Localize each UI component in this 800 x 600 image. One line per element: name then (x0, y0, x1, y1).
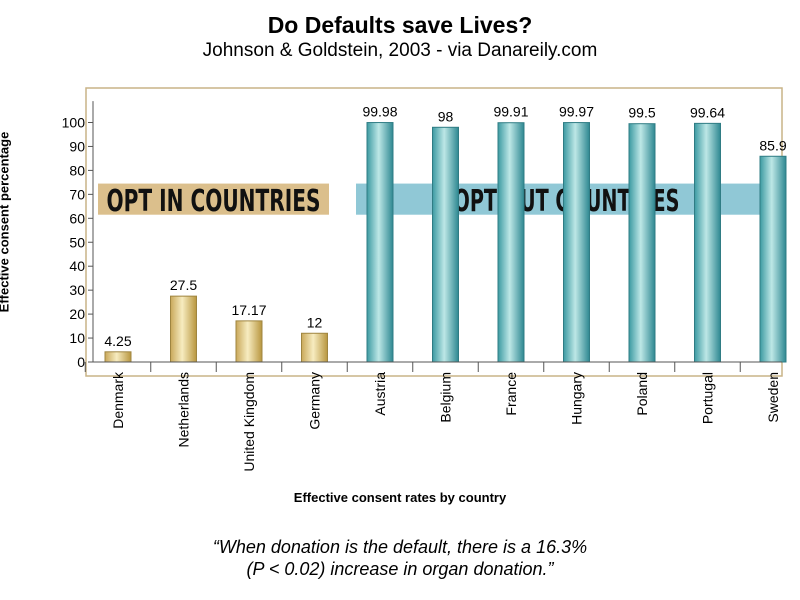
y-tick-label: 30 (69, 282, 85, 298)
bar-value-label: 17.17 (231, 302, 266, 318)
x-tick-label: Netherlands (176, 372, 192, 448)
bar-value-label: 99.5 (628, 105, 655, 121)
bar (628, 123, 656, 363)
chart-title: Do Defaults save Lives? (267, 12, 533, 38)
bar-value-label: 99.98 (362, 104, 397, 120)
x-tick-label: United Kingdom (241, 372, 257, 472)
bar (366, 122, 394, 363)
opt-in-band-label: OPT IN COUNTRIES (107, 184, 321, 219)
bar-value-label: 4.25 (104, 333, 131, 349)
quote-line-2: (P < 0.02) increase in organ donation.” (246, 559, 554, 579)
bar (759, 155, 787, 363)
y-tick-label: 100 (62, 115, 86, 131)
bar-value-label: 98 (438, 108, 454, 124)
bar-value-label: 99.91 (493, 104, 528, 120)
y-tick-label: 60 (69, 210, 85, 226)
quote-line-1: “When donation is the default, there is … (212, 537, 588, 557)
bar-value-label: 27.5 (170, 277, 197, 293)
axes: 0 10 20 30 40 50 60 70 80 90 100 Denmark Netherlands… (62, 101, 782, 472)
bar (301, 332, 328, 363)
bar (170, 295, 197, 363)
y-tick-label: 90 (69, 138, 85, 154)
y-tick-label: 40 (69, 258, 85, 274)
x-axis-label: Effective consent rates by country (293, 490, 507, 505)
quote: “When donation is the default, there is … (0, 536, 800, 580)
y-tick-label: 10 (69, 330, 85, 346)
bar (563, 122, 590, 363)
x-tick-label: Belgium (438, 372, 454, 423)
y-axis-label: Effective consent percentage (0, 131, 12, 313)
y-tick-label: 80 (69, 162, 85, 178)
x-tick-label: Sweden (765, 372, 781, 423)
x-tick-label: Portugal (700, 372, 716, 424)
x-tick-label: France (503, 372, 519, 416)
bar-chart: OPT IN COUNTRIES OPT OUT COUNTRIES 4.2527… (62, 87, 787, 472)
x-tick-label: Austria (372, 372, 388, 416)
chart-subtitle: Johnson & Goldstein, 2003 - via Danareil… (202, 40, 598, 61)
bar (694, 122, 721, 363)
y-tick-label: 50 (69, 234, 85, 250)
y-tick-label: 20 (69, 306, 85, 322)
x-tick-label: Hungary (569, 372, 585, 425)
bar-value-label: 12 (307, 314, 323, 330)
bar (432, 126, 459, 363)
x-tick-label: Germany (307, 372, 323, 430)
bars: 4.25 27.5 17.17 12 99.98 98 99.91 99.97 99.5 99.6… (104, 104, 787, 363)
bar (104, 351, 132, 363)
bar (235, 320, 263, 363)
opt-in-band (98, 183, 329, 215)
bar-value-label: 85.9 (759, 137, 786, 153)
bar-value-label: 99.97 (559, 104, 594, 120)
x-tick-label: Poland (634, 372, 650, 416)
y-tick-label: 70 (69, 186, 85, 202)
bar (497, 122, 525, 363)
y-tick-label: 0 (77, 354, 85, 370)
x-tick-label: Denmark (110, 371, 126, 429)
bar-value-label: 99.64 (690, 104, 725, 120)
